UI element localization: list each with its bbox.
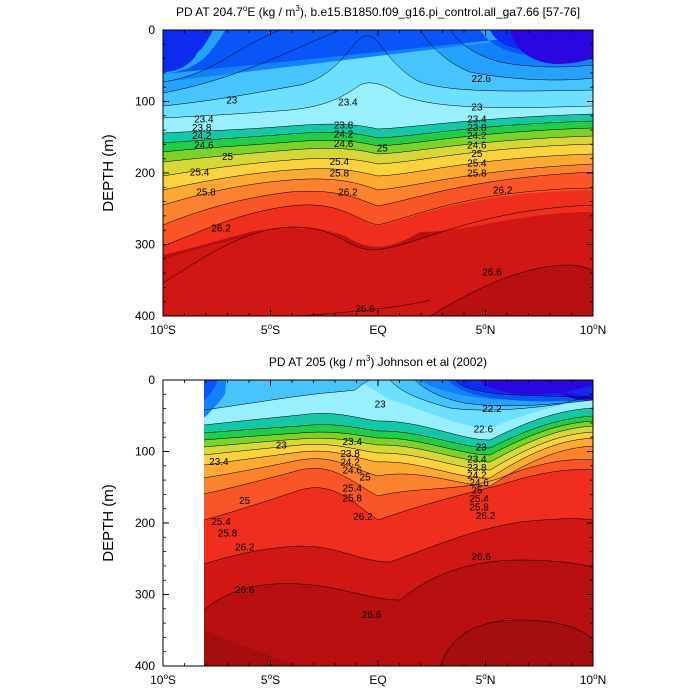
top-contour-label: 25.8: [196, 188, 216, 199]
top-x-tick-label: 5oN: [476, 322, 496, 337]
top-contour-label: 26.2: [338, 188, 358, 199]
bottom-contour-label: 25.8: [342, 493, 362, 504]
bottom-y-axis-title: DEPTH (m): [100, 484, 117, 562]
top-y-axis-title: DEPTH (m): [100, 134, 117, 212]
top-contour-label: 23.4: [467, 115, 487, 126]
top-contour-label: 23: [226, 95, 238, 106]
bottom-contour-label: 22.6: [474, 425, 494, 436]
top-contour-label: 24.6: [194, 140, 214, 151]
bottom-contour-label: 25.4: [342, 483, 362, 494]
top-contour-label: 23.8: [192, 123, 212, 134]
top-contour-label: 24.2: [192, 131, 212, 142]
top-contour-label: 25.4: [467, 158, 487, 169]
bottom-x-tick-label: 10oN: [580, 672, 606, 687]
top-contour-label: 24.2: [334, 130, 354, 141]
top-contour-label: 23: [471, 103, 483, 114]
bottom-contour-lines: [203, 380, 593, 666]
bottom-contour-label: 25: [360, 473, 372, 484]
top-y-tick-label: 200: [135, 166, 155, 180]
top-x-tick-label: 10oS: [150, 322, 176, 337]
top-contour-label: 25.4: [190, 168, 210, 179]
bottom-contour-label: 23: [476, 442, 488, 453]
top-contour-label: 24.2: [467, 131, 487, 142]
top-contour-label: 26.6: [482, 268, 502, 279]
top-contour-label: 24.6: [334, 139, 354, 150]
top-contour-label: 23.8: [467, 123, 487, 134]
bottom-x-tick-label: 5oS: [261, 672, 280, 687]
top-contour-label: 26.2: [493, 185, 513, 196]
top-y-tick-label: 100: [135, 95, 155, 109]
top-x-tick-label: 10oN: [580, 322, 606, 337]
top-panel: PD AT 204.7oE (kg / m3), b.e15.B1850.f09…: [100, 4, 606, 337]
bottom-contour-label: 26.6: [235, 585, 255, 596]
top-contour-labels: 2323.423.824.224.62525.425.826.223.423.8…: [190, 74, 513, 315]
top-contour-label: 25.8: [330, 168, 350, 179]
top-contour-fill: [163, 30, 593, 316]
top-y-tick-label: 300: [135, 238, 155, 252]
top-contour-lines: [163, 30, 593, 316]
top-contour-label: 24.6: [467, 140, 487, 151]
bottom-contour-label: 24.6: [469, 478, 489, 489]
bottom-contour-label: 23.8: [340, 449, 360, 460]
top-contour-label: 26.6: [355, 304, 375, 315]
bottom-contour-label: 24.2: [340, 458, 360, 469]
top-x-tick-label: EQ: [369, 323, 386, 337]
bottom-contour-label: 23.4: [467, 455, 487, 466]
top-contour-label: 23.4: [338, 98, 358, 109]
bottom-contour-label: 23: [375, 400, 387, 411]
top-contour-label: 25.4: [330, 157, 350, 168]
bottom-contour-label: 24.2: [467, 470, 487, 481]
bottom-contour-label: 25: [471, 485, 483, 496]
bottom-contour-fill: [163, 380, 593, 666]
bottom-y-tick-label: 0: [148, 373, 155, 387]
bottom-contour-label: 23.4: [342, 437, 362, 448]
bottom-contour-label: 25.4: [469, 494, 489, 505]
bottom-contour-label: 26.2: [235, 543, 255, 554]
bottom-y-tick-label: 100: [135, 445, 155, 459]
top-x-tick-label: 5oS: [261, 322, 280, 337]
bottom-contour-labels: 2323.42525.425.826.226.62323.423.824.224…: [209, 400, 502, 621]
bottom-contour-label: 23.8: [467, 463, 487, 474]
bottom-axis-ticks: 10oS 5oS EQ 5oN 10oN 0 100 200 300 400: [135, 373, 606, 687]
bottom-contour-label: 23.4: [209, 457, 229, 468]
top-contour-label: 26.2: [211, 223, 231, 234]
top-chart-title: PD AT 204.7oE (kg / m3), b.e15.B1850.f09…: [176, 4, 580, 19]
top-contour-label: 25.8: [467, 168, 487, 179]
bottom-contour-label: 22.2: [482, 404, 502, 415]
top-contour-label: 22.6: [471, 74, 491, 85]
bottom-contour-label: 25.8: [218, 528, 238, 539]
top-contour-label: 25: [471, 149, 483, 160]
bottom-contour-label: 23: [276, 440, 288, 451]
bottom-x-tick-label: EQ: [369, 673, 386, 687]
top-contour-label: 25: [222, 152, 234, 163]
bottom-contour-label: 24.6: [342, 465, 362, 476]
bottom-chart-title: PD AT 205 (kg / m3) Johnson et al (2002): [269, 354, 487, 369]
bottom-panel: PD AT 205 (kg / m3) Johnson et al (2002): [100, 354, 606, 687]
top-contour-label: 23.4: [194, 115, 214, 126]
bottom-contour-label: 26.6: [362, 610, 382, 621]
bottom-contour-label: 25.4: [211, 517, 231, 528]
top-axis-ticks: 10oS 5oS EQ 5oN 10oN 0 100 200 300 400: [135, 23, 606, 337]
bottom-y-tick-label: 400: [135, 659, 155, 673]
bottom-y-tick-label: 200: [135, 516, 155, 530]
top-y-tick-label: 400: [135, 309, 155, 323]
bottom-contour-label: 26.2: [353, 512, 373, 523]
bottom-contour-label: 25.8: [469, 503, 489, 514]
bottom-contour-label: 25: [239, 496, 251, 507]
top-y-tick-label: 0: [148, 23, 155, 37]
bottom-y-tick-label: 300: [135, 588, 155, 602]
top-contour-label: 23.8: [334, 120, 354, 131]
bottom-contour-label: 26.2: [476, 511, 496, 522]
bottom-contour-label: 26.6: [471, 552, 491, 563]
top-contour-label: 25: [377, 143, 389, 154]
bottom-x-tick-label: 5oN: [476, 672, 496, 687]
bottom-x-tick-label: 10oS: [150, 672, 176, 687]
